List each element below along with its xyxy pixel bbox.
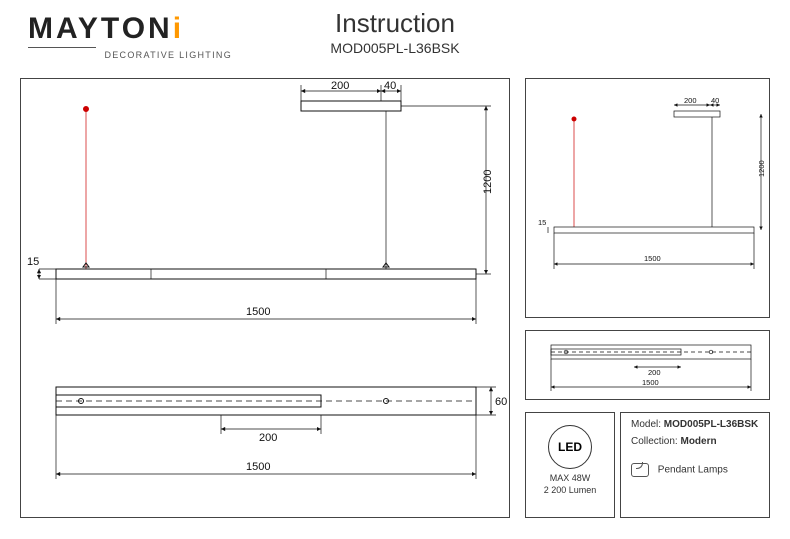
dim-height: 15	[27, 256, 39, 268]
dim-drop: 1200	[482, 170, 494, 194]
dim-canopy-w: 200	[331, 80, 349, 92]
spec-category: Pendant Lamps	[621, 457, 769, 477]
dim-r-canopy-w: 200	[684, 96, 697, 105]
spec-model-label: Model:	[631, 419, 661, 430]
spec-collection-value: Modern	[680, 436, 716, 447]
drawing-side-front: 200 40 1200 15 1500	[525, 78, 770, 318]
spec-model: Model: MOD005PL-L36BSK	[621, 413, 769, 430]
led-panel: LED MAX 48W 2 200 Lumen	[525, 412, 615, 518]
spec-model-value: MOD005PL-L36BSK	[664, 419, 758, 430]
dim-r-drop: 1200	[757, 160, 766, 177]
led-power: MAX 48W	[526, 473, 614, 483]
dim-r-canopy-off: 40	[711, 96, 719, 105]
dim-width-front: 1500	[246, 306, 270, 318]
drawing-side-top: 200 1500	[525, 330, 770, 400]
dim-thick: 60	[495, 396, 507, 408]
dim-r-height: 15	[538, 218, 546, 227]
dim-rb-slot: 200	[648, 368, 661, 377]
spec-panel: Model: MOD005PL-L36BSK Collection: Moder…	[620, 412, 770, 518]
page-title: Instruction	[0, 8, 790, 39]
spec-category-value: Pendant Lamps	[658, 465, 728, 476]
dim-r-width: 1500	[644, 254, 661, 263]
drawing-main: 200 40 1200 15 1500	[20, 78, 510, 518]
drawing-main-svg: 200 40 1200 15 1500	[21, 79, 511, 519]
led-icon: LED	[548, 425, 592, 469]
drawing-side-top-svg: 200 1500	[526, 331, 771, 401]
dim-canopy-off: 40	[384, 80, 396, 92]
drawing-side-front-svg: 200 40 1200 15 1500	[526, 79, 771, 319]
dim-rb-width: 1500	[642, 378, 659, 387]
led-lumen: 2 200 Lumen	[526, 485, 614, 495]
spec-collection-label: Collection:	[631, 436, 678, 447]
header: MAYTONi DECORATIVE LIGHTING Instruction …	[0, 0, 790, 78]
dim-slot: 200	[259, 432, 277, 444]
page-subtitle: MOD005PL-L36BSK	[0, 40, 790, 56]
spec-collection: Collection: Modern	[621, 430, 769, 447]
dim-width-top: 1500	[246, 461, 270, 473]
pendant-lamp-icon	[631, 463, 649, 477]
